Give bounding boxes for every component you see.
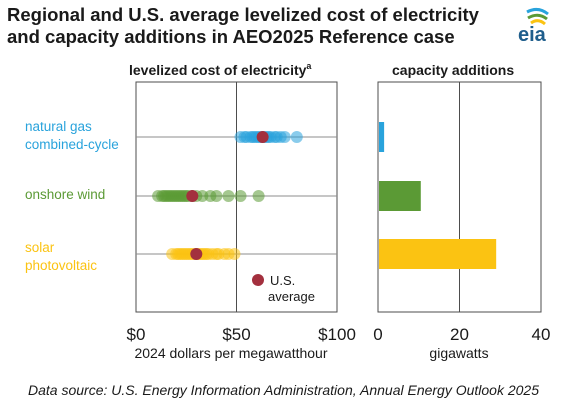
regional-point xyxy=(252,190,265,202)
us-average-legend-label: U.S. xyxy=(270,273,295,288)
lcoe-x-tick-label: $0 xyxy=(127,325,146,344)
capacity-bar xyxy=(379,181,421,211)
category-label-onshore-wind: onshore wind xyxy=(25,187,105,202)
capacity-x-tick-label: 20 xyxy=(450,325,469,344)
us-average-point xyxy=(190,248,203,260)
capacity-bar xyxy=(379,239,497,269)
capacity-bar xyxy=(379,122,385,152)
capacity-panel-title: capacity additions xyxy=(392,62,514,78)
lcoe-plot: $0 $50 $100 xyxy=(127,82,356,344)
category-label-solar-line2: photovoltaic xyxy=(25,258,97,273)
lcoe-x-tick-label: $50 xyxy=(222,325,250,344)
regional-point xyxy=(222,190,235,202)
chart-title-line2: and capacity additions in AEO2025 Refere… xyxy=(7,26,455,47)
capacity-x-tick-label: 0 xyxy=(373,325,382,344)
regional-point xyxy=(234,190,247,202)
eia-logo-icon: eia xyxy=(518,7,549,46)
regional-point xyxy=(278,131,291,143)
regional-point xyxy=(210,190,223,202)
lcoe-panel-title-text: levelized cost of electricity xyxy=(129,62,307,78)
regional-point xyxy=(290,131,303,143)
chart-title-line1: Regional and U.S. average levelized cost… xyxy=(7,4,480,25)
capacity-x-axis-label: gigawatts xyxy=(429,345,488,361)
us-average-legend-label-line2: average xyxy=(268,289,315,304)
us-average-point xyxy=(186,190,199,202)
us-average-legend-marker xyxy=(252,274,264,286)
lcoe-x-tick-label: $100 xyxy=(318,325,356,344)
category-label-natural-gas-line2: combined-cycle xyxy=(25,137,119,152)
us-average-point xyxy=(256,131,269,143)
eia-logo-text: eia xyxy=(518,24,547,46)
category-label-solar: solar xyxy=(25,240,55,255)
data-source-note: Data source: U.S. Energy Information Adm… xyxy=(28,382,539,398)
capacity-x-tick-label: 40 xyxy=(532,325,551,344)
category-label-natural-gas: natural gas xyxy=(25,119,92,134)
lcoe-x-axis-label: 2024 dollars per megawatthour xyxy=(134,345,327,361)
lcoe-panel-title-sup: a xyxy=(306,61,312,71)
capacity-plot: 0 20 40 xyxy=(373,82,550,344)
regional-point xyxy=(228,248,241,260)
lcoe-panel-title: levelized cost of electricitya xyxy=(129,61,312,78)
